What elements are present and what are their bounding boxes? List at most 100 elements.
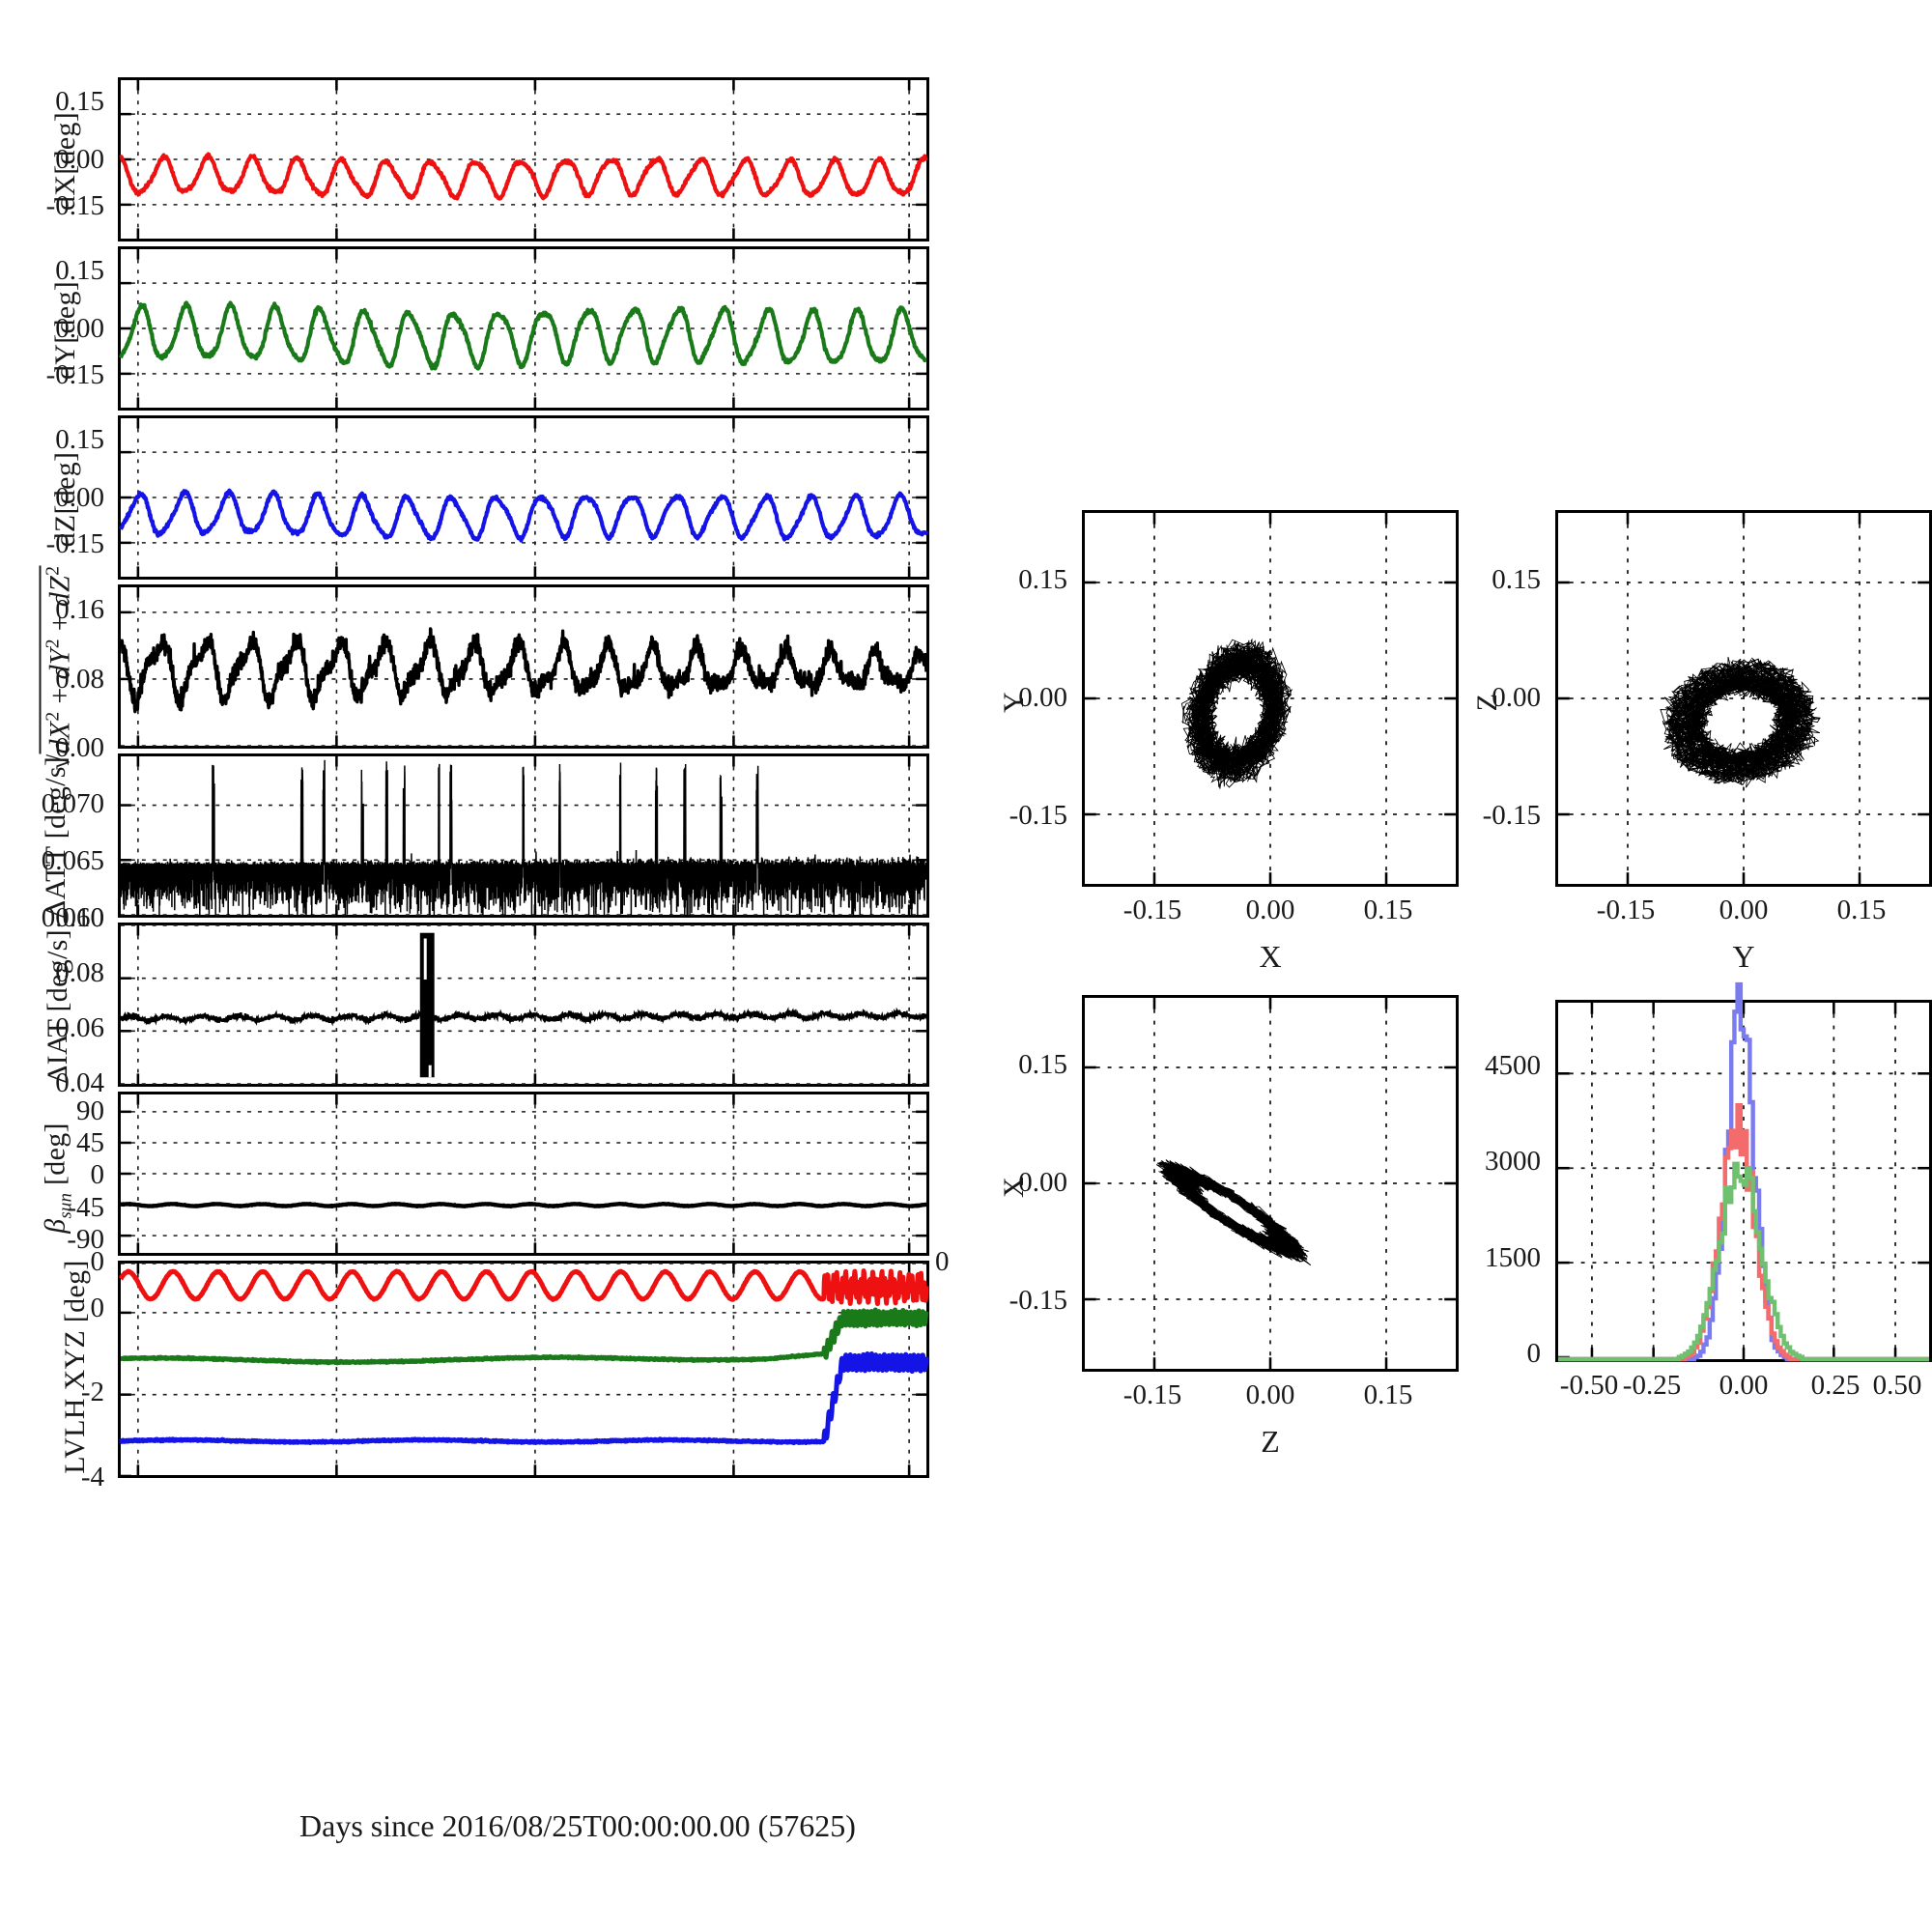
diat-anomaly-gap-left [423, 938, 427, 980]
trace-scatter-zy [1660, 656, 1821, 788]
ticks-dy [121, 249, 926, 408]
ytick-rss-1: 0.08 [55, 664, 104, 695]
diat-anomaly-band [419, 932, 435, 1078]
panel-lvlh [118, 1261, 929, 1478]
ticks-dz [121, 418, 926, 577]
trajectory-path [1180, 638, 1293, 789]
trace-diat [120, 1007, 928, 1027]
ticks-rss [121, 587, 926, 746]
ytick-hist-0: 4500 [1485, 1050, 1541, 1081]
gridlines-diat [121, 924, 926, 1085]
xtick-hist-2: 0.00 [1719, 1370, 1769, 1401]
trace-scatter-xz [1155, 1159, 1312, 1266]
panel-histogram [1555, 981, 1932, 1362]
ytick-scatter-xz-0: 0.15 [1018, 1049, 1067, 1080]
xtick-scatter-zy-1: 0.00 [1719, 895, 1769, 925]
trace-dy [119, 300, 928, 371]
gridlines-histogram [1558, 1003, 1929, 1358]
xlabel-scatter-yx: X [1259, 939, 1282, 974]
diat-anomaly-gap-right [428, 1065, 432, 1078]
trace-rss [119, 627, 928, 714]
gridlines-scatter-xz [1085, 998, 1456, 1369]
ticks-scatter-xz [1085, 998, 1456, 1369]
ytick-hist-3: 0 [1526, 1338, 1542, 1369]
xtick-scatter-xz-1: 0.00 [1245, 1379, 1295, 1410]
ytick-beta-0: 90 [76, 1095, 104, 1126]
plot-dy [119, 249, 928, 408]
ytick-lvlh-2: -4 [80, 1462, 104, 1492]
plot-scatter-zy [1558, 513, 1929, 884]
ytick-beta-2: 0 [90, 1159, 105, 1190]
xlabel-scatter-xz: Z [1261, 1424, 1280, 1459]
ytick-dx-1: 0.00 [55, 144, 104, 175]
ytick-dy-2: -0.15 [45, 359, 104, 390]
plot-rss [119, 587, 928, 747]
ytick-scatter-zy-1: 0.00 [1492, 682, 1541, 713]
gridlines-dz [121, 418, 926, 577]
ytick-beta-1: 45 [76, 1127, 104, 1158]
xtick-hist-3: 0.25 [1810, 1370, 1861, 1401]
ytick-lvlh-top-right: 0 [935, 1246, 950, 1277]
gridlines-rss [121, 587, 926, 747]
gridlines-scatter-zy [1558, 513, 1929, 884]
ytick-rss-2: 0.00 [55, 732, 104, 763]
ytick-dz-2: -0.15 [45, 528, 104, 559]
ytick-diat-0: 0.10 [55, 902, 104, 933]
xtick-scatter-xz-0: -0.15 [1122, 1379, 1182, 1410]
ytick-scatter-yx-1: 0.00 [1018, 682, 1067, 713]
ytick-hist-2: 1500 [1485, 1242, 1541, 1273]
ytick-dy-0: 0.15 [55, 255, 104, 286]
xtick-scatter-yx-0: -0.15 [1122, 895, 1182, 925]
gridlines-dy [121, 249, 926, 408]
panel-dx [118, 77, 929, 242]
xtick-scatter-zy-2: 0.15 [1836, 895, 1887, 925]
ticks-dx [121, 80, 926, 239]
xtick-scatter-zy-0: -0.15 [1596, 895, 1656, 925]
ytick-datt-2: 0.060 [41, 902, 104, 933]
ticks-diat [121, 925, 926, 1084]
ytick-lvlh-0: 0 [90, 1293, 105, 1323]
xtick-scatter-xz-2: 0.15 [1363, 1379, 1413, 1410]
trace-lvlh-y [119, 1307, 929, 1366]
plot-lvlh [119, 1263, 929, 1478]
gridlines-beta [121, 1094, 926, 1253]
xtick-hist-4: 0.50 [1872, 1370, 1922, 1401]
ytick-diat-3: 0.04 [55, 1067, 104, 1098]
ytick-scatter-yx-0: 0.15 [1018, 564, 1067, 595]
ytick-dy-1: 0.00 [55, 313, 104, 344]
ytick-beta-3: -45 [67, 1192, 104, 1223]
ytick-datt-1: 0.065 [41, 845, 104, 876]
panel-scatter-xz [1082, 995, 1459, 1372]
ytick-scatter-yx-2: -0.15 [1009, 800, 1067, 831]
trajectory-path [1155, 1159, 1312, 1266]
panel-diat [118, 923, 929, 1087]
trace-beta [119, 1201, 928, 1209]
plot-scatter-xz [1085, 998, 1456, 1369]
ytick-dz-1: 0.00 [55, 482, 104, 513]
plot-diat [120, 924, 928, 1085]
panel-beta [118, 1092, 929, 1256]
ytick-dx-2: -0.15 [45, 190, 104, 221]
plot-beta [119, 1094, 928, 1253]
panel-rss [118, 584, 929, 749]
plot-histogram [1558, 981, 1929, 1362]
ytick-diat-1: 0.08 [55, 957, 104, 988]
ytick-scatter-xz-2: -0.15 [1009, 1285, 1067, 1316]
ticks-scatter-yx [1085, 513, 1456, 884]
ytick-scatter-zy-0: 0.15 [1492, 564, 1541, 595]
ytick-scatter-zy-2: -0.15 [1482, 800, 1541, 831]
ytick-datt-0: 0.070 [41, 788, 104, 819]
ylabel-lvlh-text: LVLH XYZ [deg] [59, 1260, 91, 1474]
ytick-dx-0: 0.15 [55, 86, 104, 117]
xaxis-caption: Days since 2016/08/25T00:00:00.00 (57625… [299, 1808, 856, 1843]
xlabel-scatter-zy: Y [1732, 939, 1755, 974]
ylabel-datt-text: ΔATT [deg/s] [40, 755, 71, 920]
plot-scatter-yx [1085, 513, 1456, 884]
ytick-scatter-xz-1: 0.00 [1018, 1167, 1067, 1198]
ylabel-diat-text: ΔIAT [deg/s] [42, 929, 73, 1084]
xtick-scatter-yx-1: 0.00 [1245, 895, 1295, 925]
ticks-lvlh [121, 1264, 926, 1478]
trace-scatter-yx [1180, 638, 1293, 789]
ytick-lvlh-top-overlap: 0 [90, 1246, 105, 1277]
